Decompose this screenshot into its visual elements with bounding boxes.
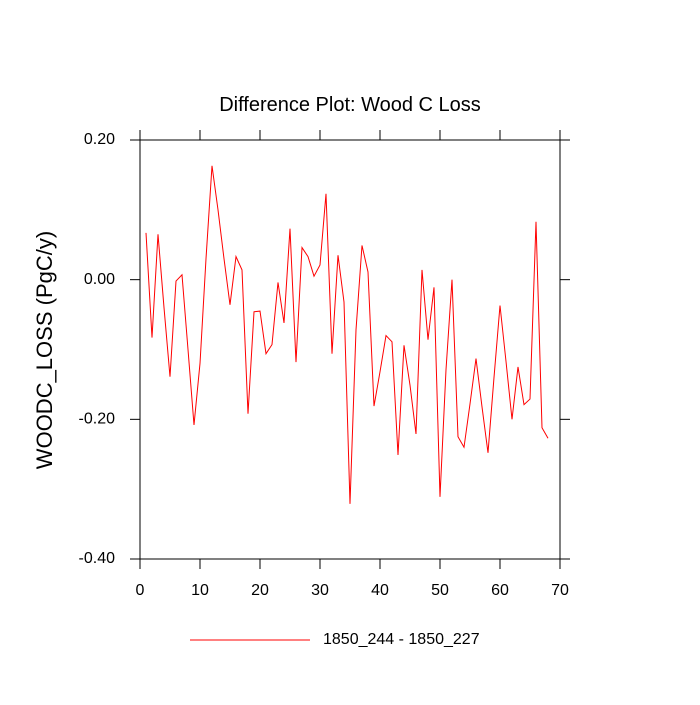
x-tick-label: 30 [311,582,329,599]
x-tick-label: 40 [371,582,389,599]
y-tick-label: 0.20 [84,131,115,148]
legend-label: 1850_244 - 1850_227 [323,631,480,648]
y-tick-label: -0.20 [79,411,116,428]
chart-title: Difference Plot: Wood C Loss [219,94,481,116]
x-tick-label: 10 [191,582,209,599]
x-tick-label: 50 [431,582,449,599]
data-line [145,165,549,504]
x-tick-label: 0 [136,582,145,599]
x-tick-label: 60 [491,582,509,599]
plot-frame [139,139,561,560]
x-tick-label: 70 [551,582,569,599]
y-tick-label: 0.00 [84,271,115,288]
x-tick-label: 20 [251,582,269,599]
y-axis-label: WOODC_LOSS (PgC/y) [32,231,57,469]
y-tick-label: -0.40 [79,550,116,567]
